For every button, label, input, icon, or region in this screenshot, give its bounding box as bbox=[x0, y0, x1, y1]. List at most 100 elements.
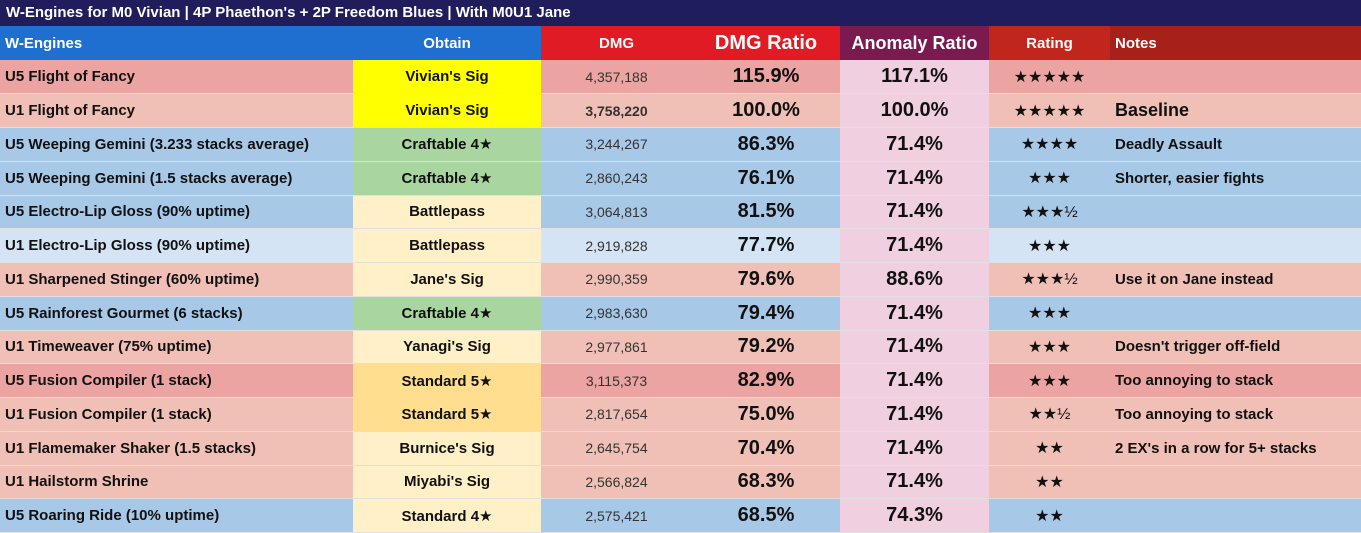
notes-cell bbox=[1110, 296, 1361, 331]
table-row: U1 Timeweaver (75% uptime) Yanagi's Sig 2,… bbox=[0, 330, 1361, 365]
dmg-ratio-cell: 79.2% bbox=[692, 330, 840, 365]
table-row: U5 Fusion Compiler (1 stack) Standard 5★ 3… bbox=[0, 363, 1361, 398]
wengine-name: U1 Hailstorm Shrine bbox=[0, 465, 353, 500]
anomaly-ratio-cell: 88.6% bbox=[840, 262, 989, 297]
header-notes: Notes bbox=[1110, 26, 1361, 60]
dmg-cell: 3,115,373 bbox=[541, 363, 692, 398]
obtain-cell: Vivian's Sig bbox=[353, 93, 541, 128]
notes-cell bbox=[1110, 60, 1361, 95]
wengine-name: U1 Timeweaver (75% uptime) bbox=[0, 330, 353, 365]
anomaly-ratio-cell: 71.4% bbox=[840, 296, 989, 331]
obtain-cell: Standard 5★ bbox=[353, 363, 541, 398]
notes-cell bbox=[1110, 498, 1361, 533]
notes-cell: 2 EX's in a row for 5+ stacks bbox=[1110, 431, 1361, 466]
dmg-ratio-cell: 115.9% bbox=[692, 60, 840, 95]
dmg-ratio-cell: 79.4% bbox=[692, 296, 840, 331]
rating-stars: ★★ bbox=[989, 498, 1110, 533]
wengine-name: U1 Electro-Lip Gloss (90% uptime) bbox=[0, 228, 353, 263]
header-dmg-ratio: DMG Ratio bbox=[692, 26, 840, 60]
obtain-cell: Burnice's Sig bbox=[353, 431, 541, 466]
dmg-ratio-cell: 70.4% bbox=[692, 431, 840, 466]
wengine-name: U1 Flight of Fancy bbox=[0, 93, 353, 128]
table-row: U5 Weeping Gemini (3.233 stacks average)… bbox=[0, 127, 1361, 162]
dmg-ratio-cell: 76.1% bbox=[692, 161, 840, 196]
anomaly-ratio-cell: 71.4% bbox=[840, 228, 989, 263]
rating-stars: ★★ bbox=[989, 431, 1110, 466]
wengine-name: U5 Fusion Compiler (1 stack) bbox=[0, 363, 353, 398]
obtain-cell: Craftable 4★ bbox=[353, 296, 541, 331]
anomaly-ratio-cell: 74.3% bbox=[840, 498, 989, 533]
dmg-ratio-cell: 68.5% bbox=[692, 498, 840, 533]
obtain-cell: Vivian's Sig bbox=[353, 60, 541, 95]
obtain-cell: Battlepass bbox=[353, 195, 541, 230]
obtain-cell: Yanagi's Sig bbox=[353, 330, 541, 365]
wengine-name: U5 Flight of Fancy bbox=[0, 60, 353, 95]
dmg-cell: 2,566,824 bbox=[541, 465, 692, 500]
dmg-cell: 2,990,359 bbox=[541, 262, 692, 297]
header-wengines: W-Engines bbox=[0, 26, 353, 60]
wengine-name: U1 Sharpened Stinger (60% uptime) bbox=[0, 262, 353, 297]
rating-stars: ★★★★★ bbox=[989, 60, 1110, 95]
anomaly-ratio-cell: 71.4% bbox=[840, 465, 989, 500]
table-row: U1 Hailstorm Shrine Miyabi's Sig 2,566,824… bbox=[0, 465, 1361, 500]
dmg-cell: 3,064,813 bbox=[541, 195, 692, 230]
dmg-cell: 2,817,654 bbox=[541, 397, 692, 432]
notes-cell: Deadly Assault bbox=[1110, 127, 1361, 162]
wengine-name: U5 Rainforest Gourmet (6 stacks) bbox=[0, 296, 353, 331]
anomaly-ratio-cell: 71.4% bbox=[840, 195, 989, 230]
wengine-name: U1 Fusion Compiler (1 stack) bbox=[0, 397, 353, 432]
dmg-ratio-cell: 68.3% bbox=[692, 465, 840, 500]
dmg-ratio-cell: 81.5% bbox=[692, 195, 840, 230]
table-body: U5 Flight of Fancy Vivian's Sig 4,357,188 1… bbox=[0, 60, 1361, 533]
notes-cell bbox=[1110, 195, 1361, 230]
table-row: U5 Rainforest Gourmet (6 stacks) Craftabl… bbox=[0, 296, 1361, 331]
wengine-name: U1 Flamemaker Shaker (1.5 stacks) bbox=[0, 431, 353, 466]
dmg-cell: 2,645,754 bbox=[541, 431, 692, 466]
obtain-cell: Craftable 4★ bbox=[353, 127, 541, 162]
dmg-cell: 2,919,828 bbox=[541, 228, 692, 263]
table-row: U1 Fusion Compiler (1 stack) Standard 5★ 2… bbox=[0, 397, 1361, 432]
dmg-ratio-cell: 75.0% bbox=[692, 397, 840, 432]
header-anomaly-ratio: Anomaly Ratio bbox=[840, 26, 989, 60]
dmg-ratio-cell: 100.0% bbox=[692, 93, 840, 128]
dmg-cell: 2,860,243 bbox=[541, 161, 692, 196]
rating-stars: ★★★ bbox=[989, 363, 1110, 398]
rating-stars: ★★★ bbox=[989, 296, 1110, 331]
dmg-cell: 3,244,267 bbox=[541, 127, 692, 162]
anomaly-ratio-cell: 71.4% bbox=[840, 431, 989, 466]
dmg-cell: 3,758,220 bbox=[541, 93, 692, 128]
dmg-cell: 2,977,861 bbox=[541, 330, 692, 365]
dmg-cell: 4,357,188 bbox=[541, 60, 692, 95]
table-row: U1 Electro-Lip Gloss (90% uptime) Battlep… bbox=[0, 228, 1361, 263]
notes-cell: Doesn't trigger off-field bbox=[1110, 330, 1361, 365]
rating-stars: ★★½ bbox=[989, 397, 1110, 432]
notes-cell: Shorter, easier fights bbox=[1110, 161, 1361, 196]
table-row: U1 Flamemaker Shaker (1.5 stacks) Burnice… bbox=[0, 431, 1361, 466]
rating-stars: ★★ bbox=[989, 465, 1110, 500]
anomaly-ratio-cell: 117.1% bbox=[840, 60, 989, 95]
table-row: U1 Sharpened Stinger (60% uptime) Jane's … bbox=[0, 262, 1361, 297]
dmg-ratio-cell: 77.7% bbox=[692, 228, 840, 263]
notes-cell: Too annoying to stack bbox=[1110, 363, 1361, 398]
notes-cell: Baseline bbox=[1110, 93, 1361, 128]
notes-cell: Use it on Jane instead bbox=[1110, 262, 1361, 297]
wengine-table: W-Engines Obtain DMG DMG Ratio Anomaly R… bbox=[0, 26, 1361, 533]
rating-stars: ★★★ bbox=[989, 161, 1110, 196]
rating-stars: ★★★★★ bbox=[989, 93, 1110, 128]
header-rating: Rating bbox=[989, 26, 1110, 60]
page-title: W-Engines for M0 Vivian | 4P Phaethon's … bbox=[0, 0, 1361, 26]
table-row: U5 Weeping Gemini (1.5 stacks average) Cr… bbox=[0, 161, 1361, 196]
anomaly-ratio-cell: 71.4% bbox=[840, 397, 989, 432]
notes-cell bbox=[1110, 228, 1361, 263]
rating-stars: ★★★★ bbox=[989, 127, 1110, 162]
table-row: U5 Electro-Lip Gloss (90% uptime) Battlep… bbox=[0, 195, 1361, 230]
dmg-cell: 2,983,630 bbox=[541, 296, 692, 331]
obtain-cell: Standard 4★ bbox=[353, 498, 541, 533]
notes-cell: Too annoying to stack bbox=[1110, 397, 1361, 432]
anomaly-ratio-cell: 100.0% bbox=[840, 93, 989, 128]
anomaly-ratio-cell: 71.4% bbox=[840, 330, 989, 365]
dmg-ratio-cell: 79.6% bbox=[692, 262, 840, 297]
wengine-name: U5 Electro-Lip Gloss (90% uptime) bbox=[0, 195, 353, 230]
wengine-name: U5 Weeping Gemini (1.5 stacks average) bbox=[0, 161, 353, 196]
anomaly-ratio-cell: 71.4% bbox=[840, 161, 989, 196]
